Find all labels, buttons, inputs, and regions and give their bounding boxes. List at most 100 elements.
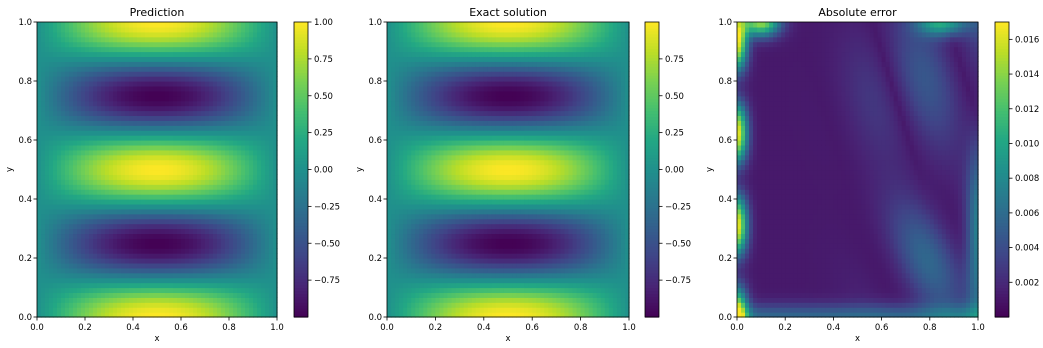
heatmap-cell bbox=[41, 297, 46, 303]
heatmap-cell bbox=[113, 135, 118, 141]
heatmap-cell bbox=[467, 149, 473, 156]
heatmap-cell bbox=[451, 81, 457, 87]
heatmap-cell bbox=[423, 110, 428, 117]
heatmap-cell bbox=[145, 243, 150, 249]
heatmap-cell bbox=[73, 223, 78, 230]
heatmap-cell bbox=[463, 312, 469, 318]
heatmap-cell bbox=[49, 164, 54, 171]
heatmap-cell bbox=[269, 253, 274, 259]
heatmap-cell bbox=[265, 258, 270, 264]
heatmap-cell bbox=[209, 267, 214, 274]
heatmap-cell bbox=[149, 105, 154, 112]
heatmap-cell bbox=[129, 51, 134, 58]
heatmap-cell bbox=[419, 203, 424, 210]
heatmap-cell bbox=[451, 26, 457, 33]
heatmap-cell bbox=[181, 105, 186, 112]
heatmap-cell bbox=[61, 46, 66, 53]
heatmap-cell bbox=[269, 26, 274, 33]
heatmap-cell bbox=[241, 61, 246, 67]
heatmap-cell bbox=[185, 140, 190, 146]
heatmap-cell bbox=[117, 194, 122, 200]
heatmap-cell bbox=[101, 189, 106, 195]
heatmap-cell bbox=[73, 154, 78, 161]
heatmap-cell bbox=[399, 31, 404, 38]
heatmap-cell bbox=[253, 31, 258, 38]
heatmap-cell bbox=[451, 61, 457, 67]
heatmap-cell bbox=[117, 76, 122, 82]
heatmap-cell bbox=[189, 135, 194, 141]
heatmap-cell bbox=[443, 76, 449, 82]
heatmap-cell bbox=[53, 31, 58, 38]
heatmap-cell bbox=[65, 51, 70, 58]
heatmap-cell bbox=[463, 282, 469, 289]
heatmap-cell bbox=[177, 258, 182, 264]
heatmap-cell bbox=[169, 208, 174, 215]
heatmap-cell bbox=[403, 110, 408, 117]
heatmap-cell bbox=[229, 282, 234, 289]
heatmap-cell bbox=[451, 223, 457, 230]
heatmap-cell bbox=[411, 135, 416, 141]
heatmap-cell bbox=[161, 208, 166, 215]
heatmap-cell bbox=[41, 154, 46, 161]
heatmap-cell bbox=[237, 135, 242, 141]
heatmap-cell bbox=[61, 258, 66, 264]
heatmap-cell bbox=[149, 85, 154, 92]
heatmap-cell bbox=[447, 140, 453, 146]
heatmap-cell bbox=[387, 203, 392, 210]
heatmap-cell bbox=[181, 238, 186, 244]
heatmap-cell bbox=[121, 277, 126, 284]
heatmap-cell bbox=[157, 41, 162, 48]
heatmap-cell bbox=[391, 61, 396, 67]
heatmap-cell bbox=[403, 85, 408, 92]
heatmap-cell bbox=[403, 297, 408, 303]
heatmap-cell bbox=[265, 120, 270, 126]
heatmap-cell bbox=[161, 243, 166, 249]
heatmap-cell bbox=[97, 297, 102, 303]
heatmap-cell bbox=[125, 154, 130, 161]
heatmap-cell bbox=[257, 95, 262, 102]
heatmap-cell bbox=[439, 282, 445, 289]
heatmap-cell bbox=[439, 140, 445, 146]
heatmap-cell bbox=[241, 184, 246, 190]
heatmap-cell bbox=[257, 135, 262, 141]
heatmap-cell bbox=[93, 71, 98, 77]
heatmap-cell bbox=[137, 120, 142, 126]
heatmap-cell bbox=[81, 90, 86, 97]
heatmap-cell bbox=[423, 31, 428, 38]
heatmap-cell bbox=[193, 292, 198, 298]
heatmap-cell bbox=[411, 71, 416, 77]
heatmap-cell bbox=[133, 233, 138, 239]
heatmap-cell bbox=[241, 194, 246, 200]
heatmap-cell bbox=[137, 312, 142, 318]
heatmap-cell bbox=[443, 272, 449, 279]
heatmap-cell bbox=[415, 164, 420, 171]
heatmap-cell bbox=[257, 61, 262, 67]
heatmap-cell bbox=[459, 31, 465, 38]
heatmap-cell bbox=[415, 282, 420, 289]
heatmap-cell bbox=[37, 208, 42, 215]
heatmap-cell bbox=[121, 41, 126, 48]
heatmap-cell bbox=[65, 100, 70, 107]
heatmap-cell bbox=[45, 125, 50, 131]
colorbar-segment bbox=[294, 48, 308, 53]
heatmap-cell bbox=[221, 90, 226, 97]
heatmap-cell bbox=[229, 262, 234, 269]
heatmap-cell bbox=[181, 71, 186, 77]
heatmap-cell bbox=[265, 149, 270, 156]
heatmap-cell bbox=[101, 31, 106, 38]
heatmap-cell bbox=[197, 297, 202, 303]
heatmap-cell bbox=[117, 115, 122, 121]
heatmap-cell bbox=[403, 169, 408, 176]
heatmap-cell bbox=[197, 120, 202, 126]
heatmap-cell bbox=[173, 36, 178, 43]
heatmap-cell bbox=[85, 267, 90, 274]
heatmap-cell bbox=[77, 184, 82, 190]
heatmap-cell bbox=[427, 76, 432, 82]
heatmap-cell bbox=[205, 41, 210, 48]
heatmap-cell bbox=[253, 85, 258, 92]
heatmap-cell bbox=[205, 184, 210, 190]
heatmap-cell bbox=[85, 258, 90, 264]
heatmap-cell bbox=[419, 125, 424, 131]
heatmap-cell bbox=[193, 267, 198, 274]
